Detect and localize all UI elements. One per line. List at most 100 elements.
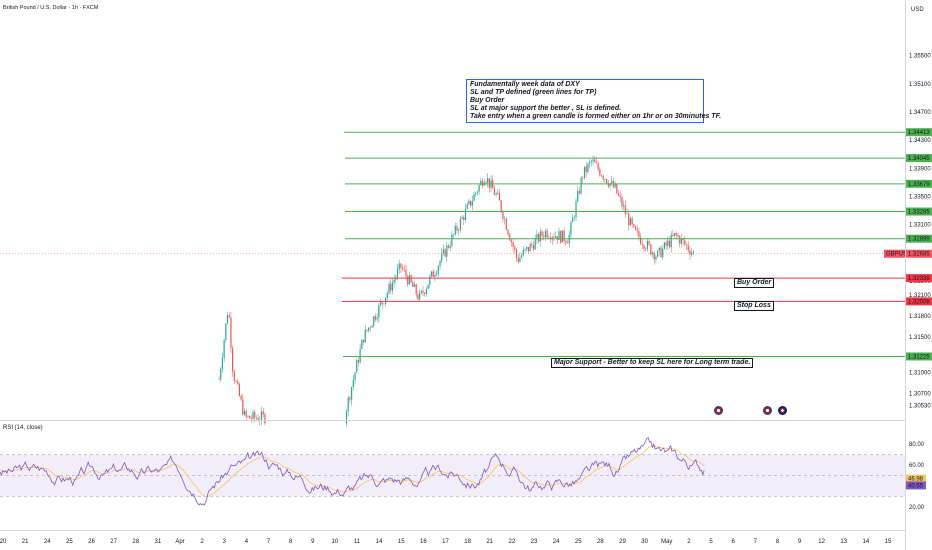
- candle-body: [599, 169, 601, 176]
- candle-body: [446, 245, 448, 257]
- price-tick-label: 1.34300: [909, 138, 931, 144]
- candle-body: [347, 397, 349, 412]
- uk-flag-icon[interactable]: [778, 406, 787, 415]
- candle-body: [218, 379, 220, 380]
- candle-body: [521, 255, 523, 258]
- candle-body: [634, 226, 637, 230]
- candle-body: [366, 329, 368, 331]
- candle-body: [582, 177, 584, 179]
- candle-body: [668, 240, 671, 248]
- price-tick-label: 1.31500: [909, 335, 931, 341]
- us-flag-icon[interactable]: [763, 406, 772, 415]
- candle-body: [257, 418, 259, 421]
- candle-body: [402, 267, 404, 270]
- candle-body: [379, 302, 382, 306]
- candle-body: [597, 163, 599, 170]
- major-support-label[interactable]: Major Support - Better to keep SL here f…: [551, 358, 754, 368]
- candle-body: [675, 233, 677, 235]
- candle-body: [461, 217, 463, 219]
- currency-label[interactable]: USD: [911, 7, 924, 13]
- candle-body: [563, 230, 565, 241]
- candle-body: [410, 275, 412, 283]
- rsi-line: [0, 437, 705, 506]
- candle-body: [497, 192, 499, 194]
- level-tag-text: 1.32008: [908, 299, 930, 305]
- candle-body: [249, 415, 251, 419]
- time-tick-label: 15: [398, 539, 405, 545]
- candle-body: [425, 288, 428, 295]
- candle-body: [682, 238, 684, 241]
- candle-body: [260, 411, 263, 421]
- candle-body: [393, 279, 395, 283]
- candle-body: [684, 240, 686, 245]
- candle-body: [459, 218, 462, 231]
- candle-body: [502, 211, 504, 220]
- candle-body: [233, 371, 235, 382]
- current-price-tag: [906, 249, 932, 258]
- candle-body: [651, 252, 654, 255]
- candle-body: [524, 249, 526, 251]
- candle-body: [388, 283, 390, 293]
- note-box[interactable]: Fundamentally week data of DXY SL and TP…: [466, 79, 722, 123]
- candle-body: [680, 238, 683, 244]
- candle-body: [624, 205, 626, 214]
- candle-body: [512, 242, 514, 247]
- candle-body: [232, 348, 234, 372]
- candle-body: [361, 339, 363, 350]
- time-tick-label: 14: [376, 539, 383, 545]
- candle-body: [645, 248, 647, 250]
- time-tick-label: 9: [798, 539, 802, 545]
- candle-body: [517, 257, 519, 262]
- time-tick-label: 7: [267, 539, 271, 545]
- candle-body: [548, 237, 550, 238]
- us-flag-icon[interactable]: [714, 406, 723, 415]
- candle-body: [356, 360, 358, 373]
- level-tag-1.32899: [906, 234, 932, 243]
- candle-body: [650, 244, 652, 255]
- candle-body: [255, 417, 258, 419]
- level-tag-1.34045: [906, 154, 932, 163]
- candle-body: [606, 179, 608, 184]
- buy-order-label[interactable]: Buy Order: [734, 278, 775, 288]
- candle-body: [621, 197, 623, 207]
- candle-body: [589, 161, 591, 164]
- time-tick-label: 22: [509, 539, 516, 545]
- time-axis: 20 21 24 25 26 27 28 31 Apr 2 3 4 7 8 9 10 11 14 15 16 17 18 2…: [0, 539, 892, 545]
- price-axis: 1.35500 1.35100 1.34700 1.34300 1.33900 1.335…: [909, 54, 931, 511]
- candle-body: [493, 188, 496, 195]
- rsi-tick-label: 60.00: [909, 463, 925, 469]
- candle-body: [223, 340, 225, 358]
- time-tick-label: 21: [486, 539, 493, 545]
- time-tick-label: 8: [776, 539, 780, 545]
- stop-loss-label[interactable]: Stop Loss: [734, 301, 774, 311]
- candle-body: [509, 234, 511, 241]
- candle-body: [442, 249, 445, 254]
- candle-body: [633, 224, 635, 227]
- candle-body: [536, 234, 538, 240]
- note-line-5: Take entry when a green candle is formed…: [470, 113, 722, 120]
- candle-body: [527, 246, 530, 252]
- candle-body: [578, 191, 581, 194]
- candle-body: [473, 194, 475, 202]
- symbol-title[interactable]: British Pound / U.S. Dollar · 1h · FXCM: [3, 5, 99, 11]
- candle-body: [371, 325, 373, 328]
- price-tick-label: 1.34700: [909, 110, 931, 116]
- candle-body: [476, 191, 479, 193]
- candle-body: [692, 251, 694, 253]
- candle-body: [609, 183, 611, 187]
- candle-body: [583, 166, 586, 178]
- candle-body: [643, 245, 645, 249]
- time-tick-label: 25: [575, 539, 582, 545]
- rsi-title[interactable]: RSI (14, close): [3, 425, 43, 431]
- candle-body: [561, 230, 564, 243]
- rsi-tick-label: 80.00: [909, 442, 925, 448]
- candle-body: [566, 242, 569, 244]
- candle-body: [585, 166, 587, 173]
- time-tick-label: 25: [66, 539, 73, 545]
- candle-body: [475, 192, 477, 195]
- candle-body: [510, 240, 513, 243]
- candle-body: [646, 240, 649, 250]
- candle-body: [262, 411, 264, 415]
- candle-body: [629, 217, 632, 226]
